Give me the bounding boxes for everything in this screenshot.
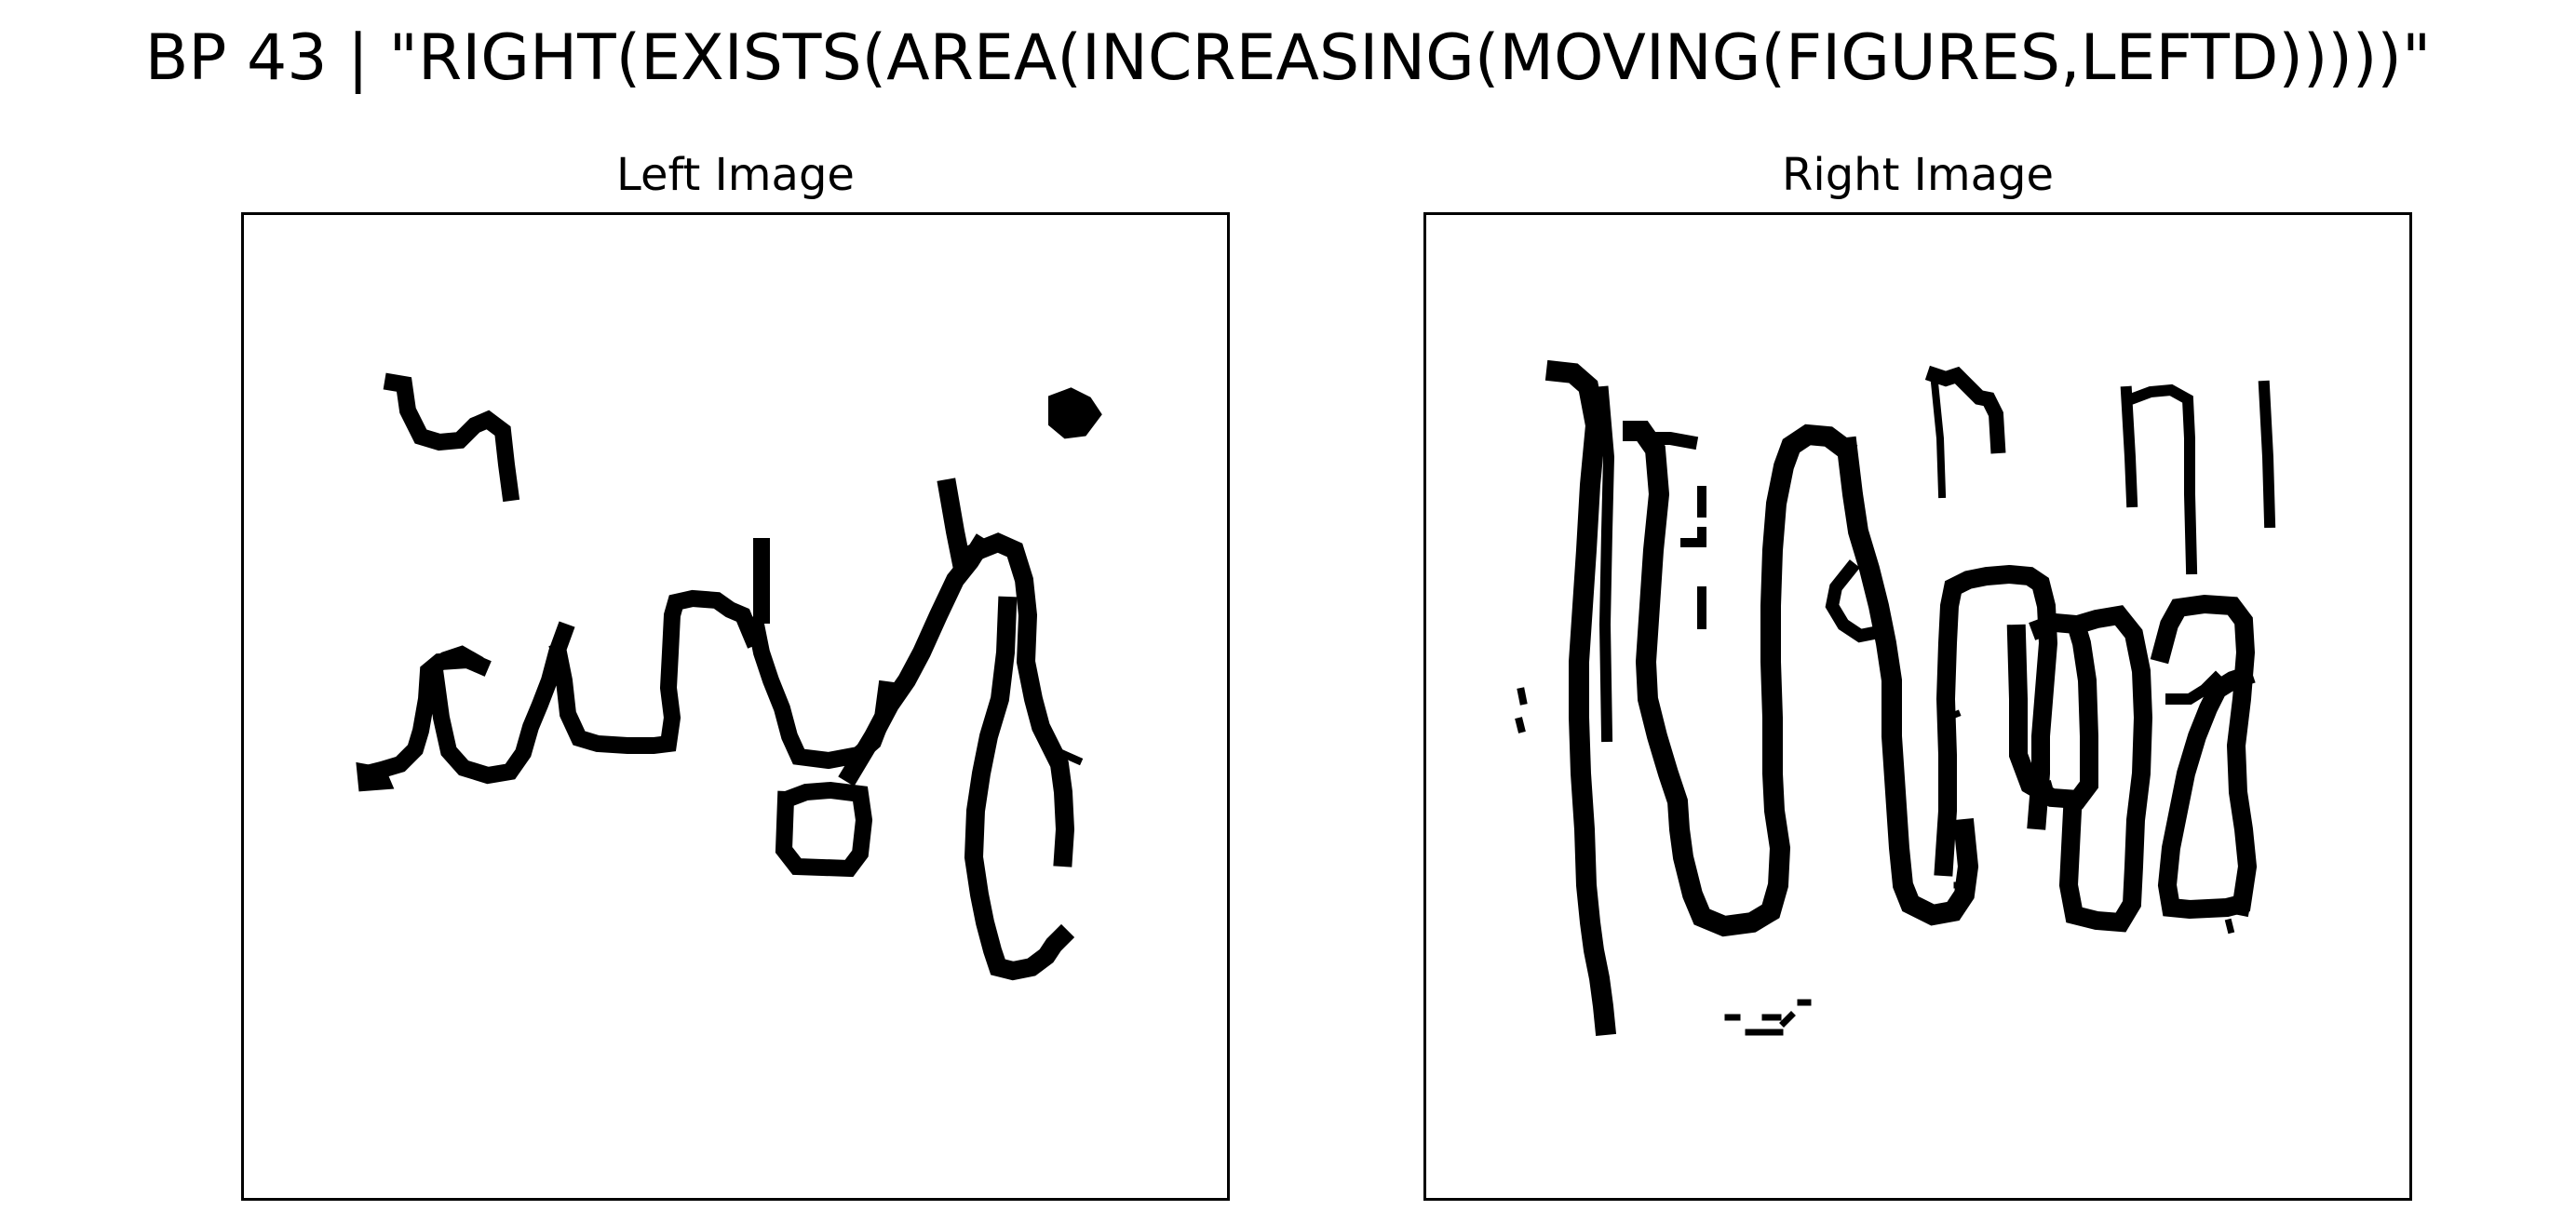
- right-stroke-bit-e: [2224, 907, 2250, 935]
- left-stroke-rising: [838, 533, 992, 787]
- left-stroke-descender: [964, 596, 1075, 981]
- left-stroke-hook: [383, 372, 520, 503]
- figure-title: BP 43 | "RIGHT(EXISTS(AREA(INCREASING(MO…: [144, 21, 2432, 95]
- right-stroke-u-1: [1623, 421, 1858, 937]
- right-stroke-dash-a: [1680, 486, 1706, 629]
- right-scribble-drawing: [1515, 359, 2276, 1037]
- left-stroke-square-loop: [775, 781, 873, 878]
- right-stroke-n: [1934, 564, 2058, 877]
- right-stroke-bit-a: [1515, 687, 1528, 733]
- right-stroke-tall-2-loop: [1825, 559, 1887, 643]
- left-stroke-start-blob: [356, 761, 395, 792]
- left-stroke-loop-small: [426, 645, 484, 679]
- left-stroke-tail: [1056, 747, 1084, 766]
- right-stroke-top-tick-1: [1924, 365, 2006, 454]
- left-stroke-right-tall: [937, 477, 1075, 868]
- right-stroke-k: [2150, 594, 2258, 920]
- right-stroke-top-tick-2: [2120, 383, 2198, 575]
- right-stroke-tall-1b: [1597, 385, 1615, 743]
- right-stroke-top-tick-1b: [1930, 378, 1947, 499]
- right-stroke-tall-1: [1544, 359, 1617, 1037]
- right-stroke-u-1-inner: [1639, 432, 1699, 451]
- left-panel-title: Left Image: [616, 149, 855, 201]
- left-stroke-main: [357, 538, 897, 785]
- left-scribble-drawing: [356, 372, 1102, 981]
- right-stroke-bit-c: [1943, 709, 1966, 889]
- right-stroke-o: [2006, 605, 2153, 933]
- right-stroke-bit-b: [1724, 999, 1812, 1036]
- right-stroke-k-cross: [2165, 670, 2224, 705]
- right-stroke-tall-2: [1835, 436, 1979, 926]
- left-image-panel: [241, 212, 1230, 1201]
- right-stroke-bit-d: [2030, 780, 2053, 793]
- right-image-panel: [1423, 212, 2412, 1201]
- left-stroke-blob: [1048, 387, 1102, 439]
- right-stroke-top-tick-3: [2258, 380, 2276, 529]
- right-panel-title: Right Image: [1782, 149, 2054, 201]
